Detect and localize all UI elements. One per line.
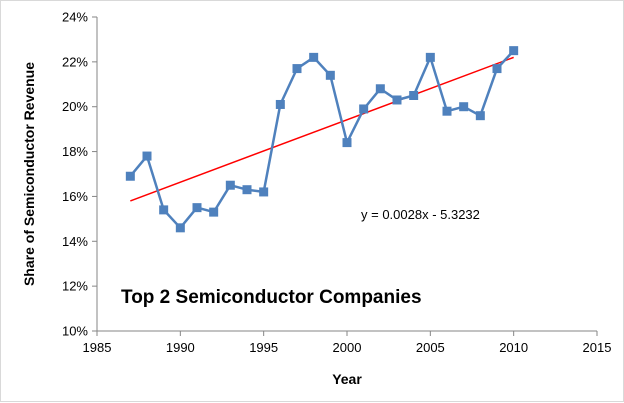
- trendline: [130, 56, 514, 202]
- data-point-marker: [325, 70, 335, 80]
- data-point-marker: [409, 91, 419, 100]
- y-axis-title: Share of Semiconductor Revenue: [21, 62, 37, 286]
- series-line: [129, 49, 515, 230]
- y-tick-label: 10%: [62, 324, 88, 339]
- y-tick-label: 24%: [62, 10, 88, 25]
- data-point-marker: [375, 84, 385, 94]
- data-point-marker: [392, 95, 402, 105]
- data-point-marker: [509, 46, 519, 56]
- data-point-marker: [442, 106, 452, 116]
- x-tick-label: 2015: [583, 340, 612, 355]
- x-tick-label: 2005: [416, 340, 445, 355]
- data-point-marker: [242, 185, 252, 195]
- x-tick-label: 1995: [249, 340, 278, 355]
- x-tick-label: 1990: [166, 340, 195, 355]
- y-tick-label: 12%: [62, 279, 88, 294]
- data-point-marker: [492, 64, 502, 74]
- data-point-marker: [292, 64, 302, 74]
- y-tick-label: 18%: [62, 144, 88, 159]
- y-tick-label: 14%: [62, 234, 88, 249]
- data-point-marker: [142, 151, 152, 161]
- data-point-marker: [209, 207, 219, 217]
- data-point-marker: [175, 223, 185, 233]
- data-point-marker: [359, 104, 369, 114]
- data-point-marker: [475, 111, 485, 121]
- y-tick-label: 22%: [62, 54, 88, 69]
- x-axis-title: Year: [332, 371, 362, 387]
- data-point-marker: [225, 180, 235, 190]
- x-tick-label: 2010: [499, 340, 528, 355]
- data-point-marker: [342, 138, 352, 148]
- data-point-marker: [459, 102, 469, 112]
- chart-inset-title: Top 2 Semiconductor Companies: [121, 287, 422, 308]
- trendline-equation: y = 0.0028x - 5.3232: [361, 207, 480, 222]
- data-point-marker: [259, 187, 269, 197]
- y-tick-label: 16%: [62, 189, 88, 204]
- x-tick-label: 2000: [333, 340, 362, 355]
- data-point-marker: [275, 99, 285, 109]
- data-point-marker: [425, 52, 435, 62]
- data-point-marker: [309, 52, 319, 62]
- y-tick-label: 20%: [62, 99, 88, 114]
- x-tick-label: 1985: [83, 340, 112, 355]
- data-point-marker: [192, 203, 202, 213]
- data-point-marker: [159, 205, 169, 215]
- data-point-marker: [125, 171, 135, 181]
